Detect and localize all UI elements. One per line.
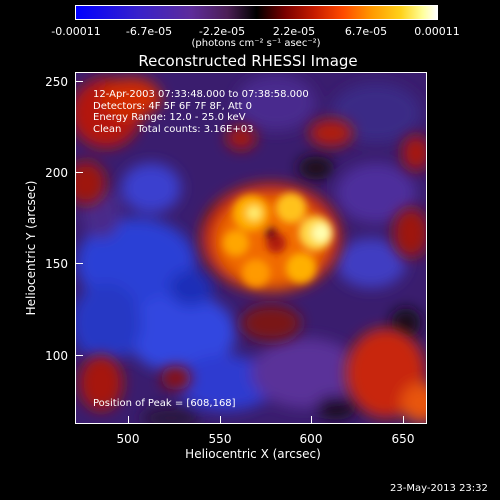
image-title: Reconstructed RHESSI Image xyxy=(138,52,358,70)
info-counts: Clean Total counts: 3.16E+03 xyxy=(93,123,254,135)
x-tick-mark xyxy=(220,416,221,424)
info-detectors: Detectors: 4F 5F 6F 7F 8F, Att 0 xyxy=(93,100,253,112)
rhessi-image-panel xyxy=(75,72,427,424)
observation-info: 12-Apr-2003 07:33:48.000 to 07:38:58.000… xyxy=(93,89,309,135)
x-tick-label: 600 xyxy=(299,432,323,446)
y-tick-mark xyxy=(75,172,83,173)
x-tick-mark xyxy=(311,416,312,424)
colorbar xyxy=(75,5,438,20)
x-tick-label: 500 xyxy=(116,432,140,446)
colorbar-unit-label: (photons cm⁻² s⁻¹ asec⁻²) xyxy=(191,38,321,49)
y-tick-label: 150 xyxy=(45,257,68,271)
info-time-range: 12-Apr-2003 07:33:48.000 to 07:38:58.000 xyxy=(93,89,309,100)
y-tick-label: 200 xyxy=(45,166,68,180)
colorbar-tick-label: 0.00011 xyxy=(414,25,460,38)
colorbar-tick-label: 2.2e-05 xyxy=(272,25,316,38)
x-axis-label: Heliocentric X (arcsec) xyxy=(185,447,321,461)
colorbar-tick-label: 6.7e-05 xyxy=(344,25,388,38)
rhessi-image xyxy=(76,73,426,423)
y-tick-mark xyxy=(75,355,83,356)
x-tick-mark xyxy=(403,416,404,424)
y-tick-label: 250 xyxy=(45,75,68,89)
x-tick-label: 550 xyxy=(208,432,232,446)
generation-timestamp: 23-May-2013 23:32 xyxy=(390,483,488,494)
y-tick-mark xyxy=(75,263,83,264)
peak-position-label: Position of Peak = [608,168] xyxy=(93,398,236,409)
colorbar-tick-label: -6.7e-05 xyxy=(125,25,173,38)
y-tick-mark xyxy=(75,81,83,82)
info-energy-range: Energy Range: 12.0 - 25.0 keV xyxy=(93,112,246,123)
colorbar-tick-label: -0.00011 xyxy=(51,25,101,38)
colorbar-tick-label: -2.2e-05 xyxy=(198,25,246,38)
x-tick-mark xyxy=(128,416,129,424)
y-tick-label: 100 xyxy=(45,349,68,363)
y-axis-label: Heliocentric Y (arcsec) xyxy=(24,180,38,316)
x-tick-label: 650 xyxy=(391,432,415,446)
